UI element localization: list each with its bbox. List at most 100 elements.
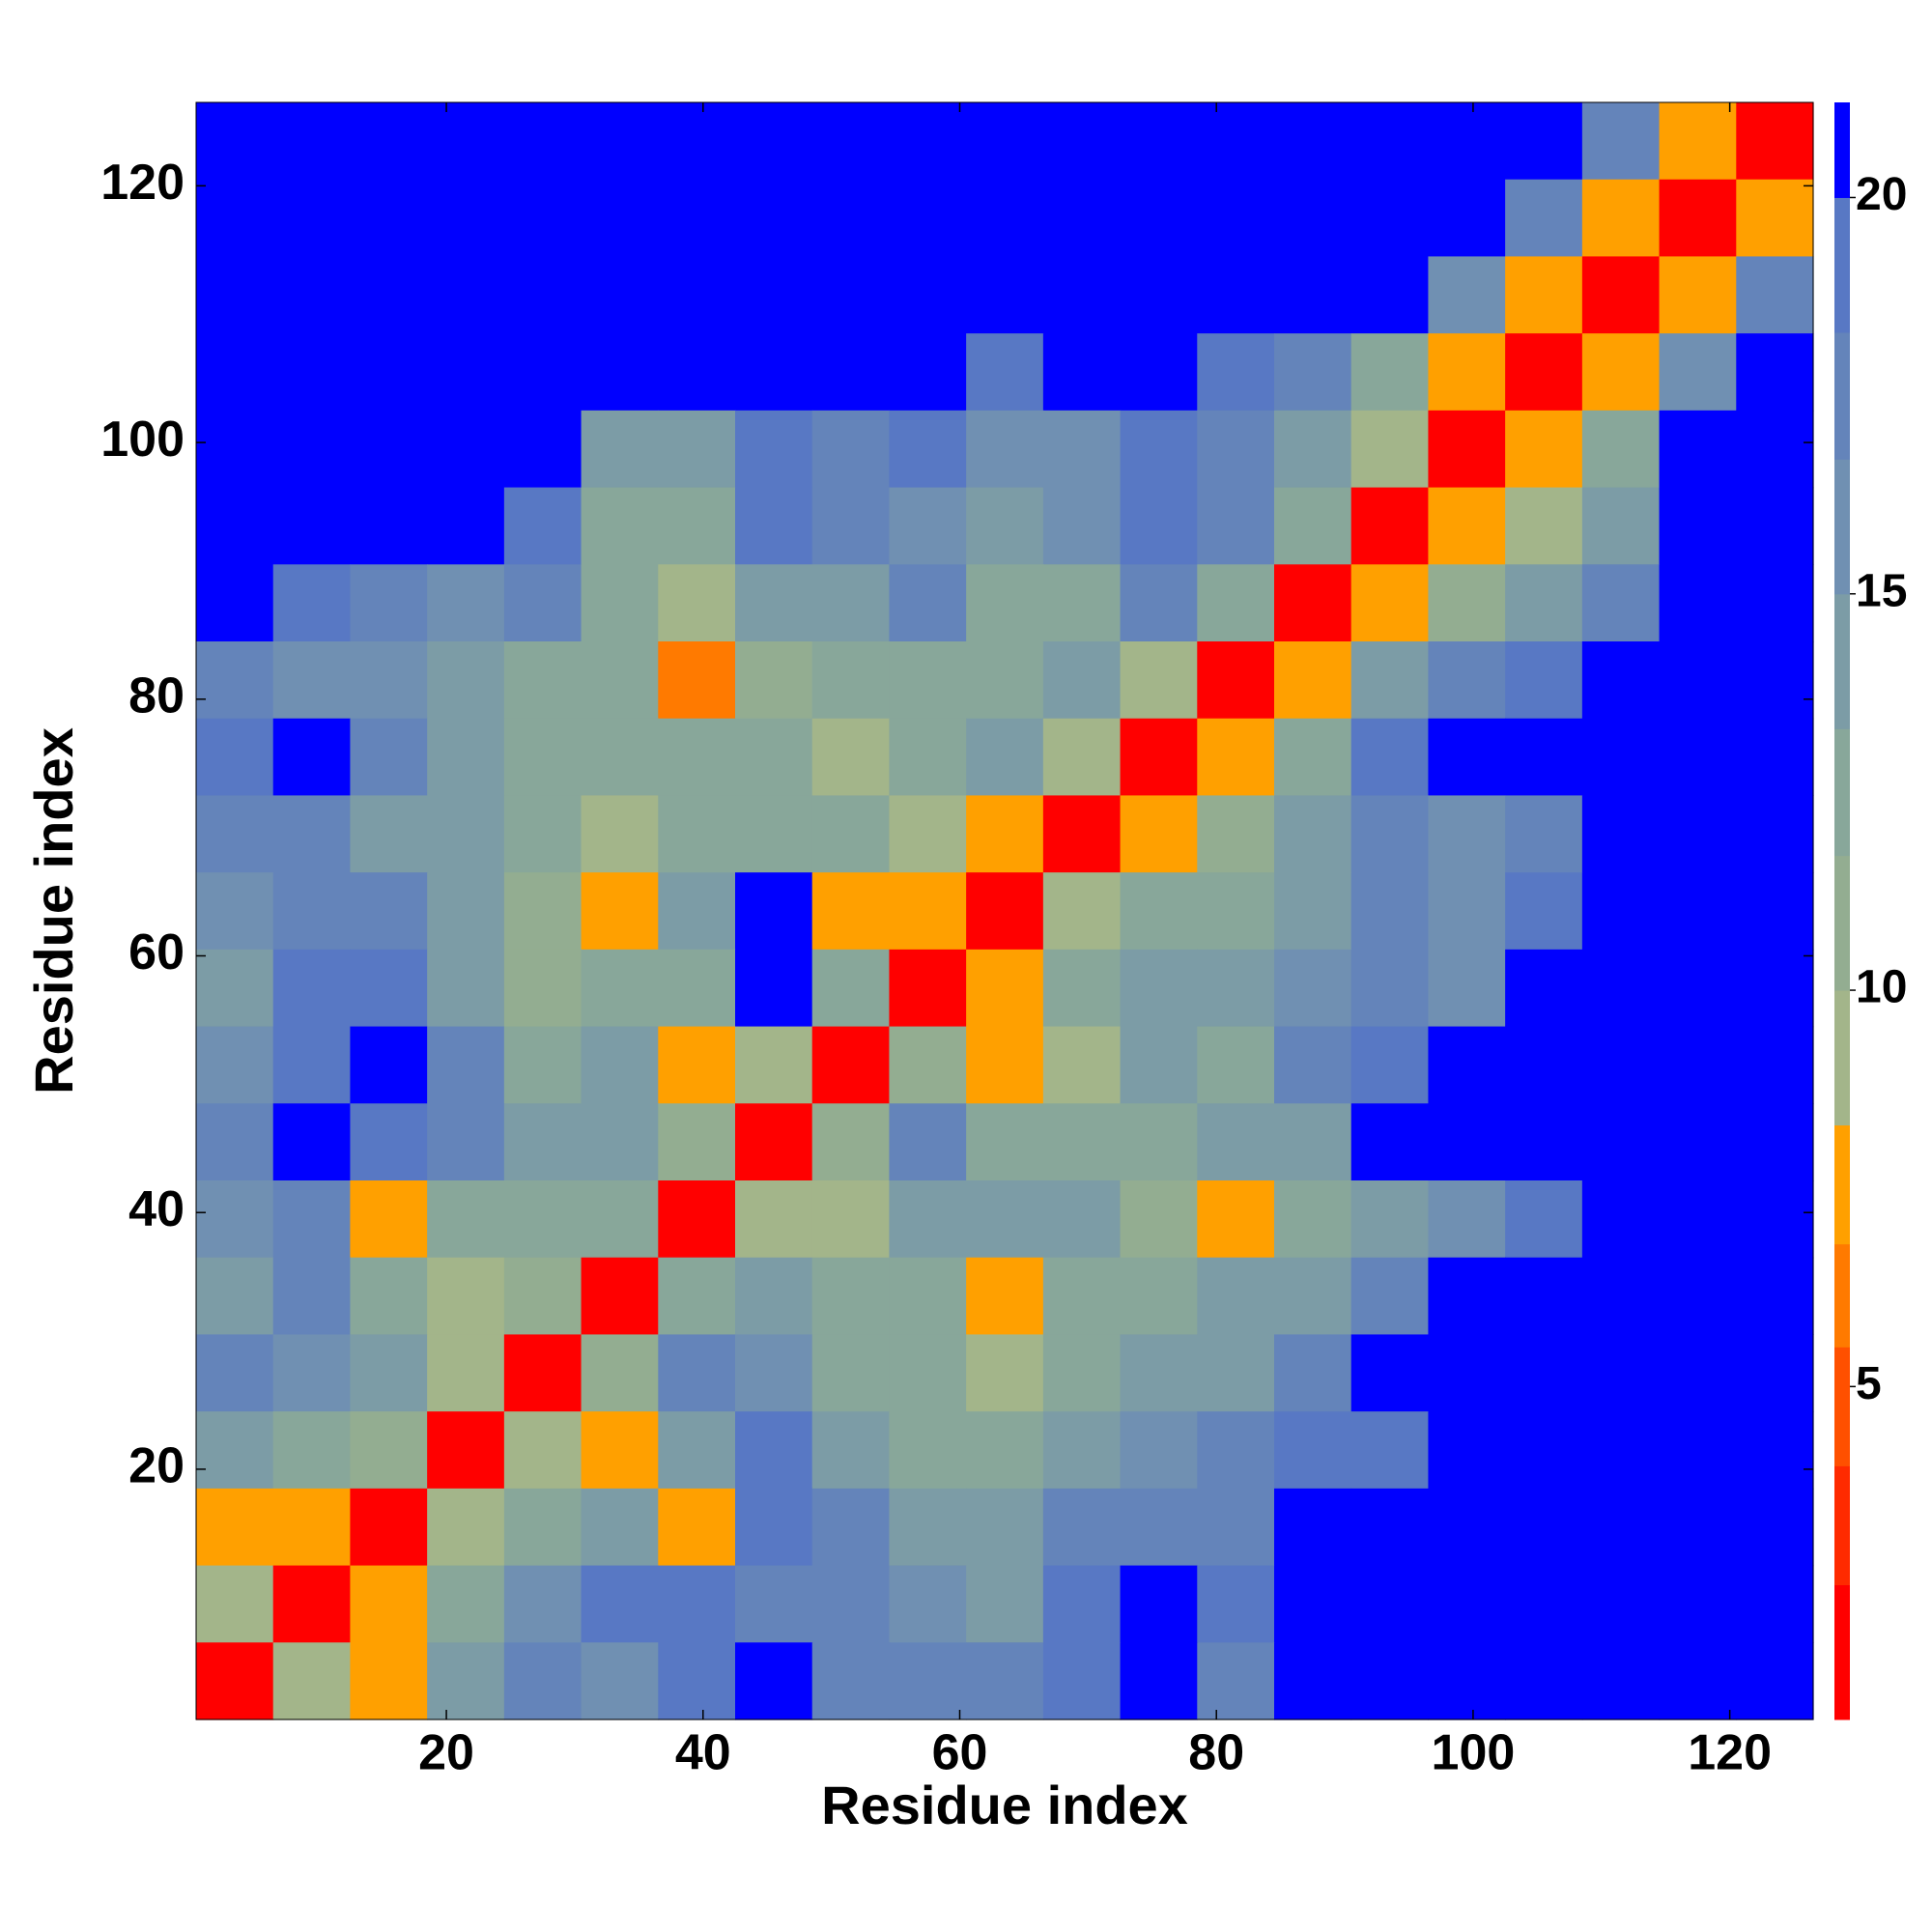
heatmap-cell: [196, 1257, 274, 1336]
heatmap-cell: [658, 256, 736, 334]
heatmap-cell: [1659, 179, 1737, 258]
heatmap-cell: [1350, 1257, 1430, 1336]
heatmap-cell: [1428, 872, 1506, 951]
heatmap-cell: [503, 1488, 582, 1567]
heatmap-cell: [503, 410, 582, 489]
heatmap-cell: [811, 1026, 891, 1104]
heatmap-cell: [966, 1180, 1044, 1259]
heatmap-cell: [1197, 1334, 1275, 1412]
heatmap-cell: [1042, 1334, 1122, 1412]
heatmap-cell: [272, 410, 352, 489]
heatmap-cell: [1581, 1026, 1661, 1104]
heatmap-cell: [1736, 256, 1814, 334]
colorbar-band: [1834, 331, 1850, 460]
heatmap-cell: [503, 1026, 582, 1104]
heatmap-cell: [1736, 1257, 1814, 1336]
heatmap-cell: [503, 949, 582, 1028]
heatmap-cell: [966, 1103, 1044, 1181]
heatmap-cell: [1736, 1565, 1814, 1643]
heatmap-cell: [427, 1565, 505, 1643]
heatmap-cell: [427, 1642, 505, 1720]
heatmap-cell: [581, 179, 659, 258]
heatmap-cell: [1428, 256, 1506, 334]
heatmap-cell: [735, 1488, 813, 1567]
x-tick-label: 100: [1432, 1725, 1516, 1781]
heatmap-cell: [1581, 1488, 1661, 1567]
heatmap-cell: [503, 1334, 582, 1412]
heatmap-cell: [581, 1642, 659, 1720]
heatmap-cell: [581, 949, 659, 1028]
heatmap-cell: [427, 179, 505, 258]
heatmap-cell: [1197, 333, 1275, 412]
heatmap-cell: [1350, 102, 1430, 181]
heatmap-cell: [272, 333, 352, 412]
heatmap-cell: [889, 1257, 967, 1336]
heatmap-cell: [735, 1026, 813, 1104]
heatmap-cell: [735, 333, 813, 412]
heatmap-cell: [503, 487, 582, 565]
heatmap-cell: [1505, 1103, 1583, 1181]
heatmap-cell: [196, 410, 274, 489]
heatmap-cell: [735, 564, 813, 642]
heatmap-cell: [503, 641, 582, 720]
heatmap-cell: [272, 1565, 352, 1643]
heatmap-cell: [1350, 256, 1430, 334]
heatmap-cell: [1274, 564, 1352, 642]
colorbar: 5 10 15 20: [1834, 102, 1907, 1720]
heatmap-cell: [811, 1257, 891, 1336]
heatmap-cell: [1505, 487, 1583, 565]
heatmap-cell: [1736, 333, 1814, 412]
heatmap-cell: [1736, 487, 1814, 565]
heatmap-cell: [1505, 949, 1583, 1028]
heatmap-cell: [272, 1103, 352, 1181]
heatmap-cell: [1350, 641, 1430, 720]
x-tick-label: 120: [1688, 1725, 1772, 1781]
heatmap-cell: [658, 102, 736, 181]
heatmap-cell: [581, 333, 659, 412]
heatmap-cell: [1120, 641, 1198, 720]
heatmap-cell: [503, 256, 582, 334]
heatmap-cell: [889, 102, 967, 181]
heatmap-cell: [1350, 1411, 1430, 1490]
heatmap-cell: [735, 1411, 813, 1490]
x-tick-label: 40: [675, 1725, 731, 1781]
heatmap-cell: [735, 1257, 813, 1336]
heatmap-cell: [581, 102, 659, 181]
heatmap-cell: [1120, 1565, 1198, 1643]
heatmap-cell: [581, 564, 659, 642]
heatmap-cell: [1120, 718, 1198, 797]
heatmap-cell: [889, 1565, 967, 1643]
heatmap-cell: [581, 1180, 659, 1259]
heatmap-cell: [427, 1026, 505, 1104]
heatmap-cell: [1659, 795, 1737, 873]
heatmap-cell: [658, 1411, 736, 1490]
y-tick-label: 120: [100, 155, 185, 211]
heatmap-cell: [811, 256, 891, 334]
heatmap-cell: [196, 1334, 274, 1412]
heatmap-cell: [658, 1488, 736, 1567]
heatmap-cell: [811, 333, 891, 412]
heatmap-cell: [1350, 1565, 1430, 1643]
heatmap-cell: [889, 256, 967, 334]
heatmap-cell: [1505, 1026, 1583, 1104]
heatmap-cell: [1659, 1488, 1737, 1567]
heatmap-cell: [1197, 102, 1275, 181]
colorbar-band: [1834, 1465, 1850, 1585]
heatmap-cell: [1581, 949, 1661, 1028]
heatmap-cell: [1197, 1642, 1275, 1720]
heatmap-cell: [889, 1180, 967, 1259]
heatmap-cell: [196, 795, 274, 873]
heatmap-cell: [1736, 179, 1814, 258]
heatmap-cell: [1042, 872, 1122, 951]
heatmap-cell: [350, 179, 428, 258]
heatmap-cell: [581, 410, 659, 489]
heatmap-cell: [272, 1642, 352, 1720]
heatmap-cell: [1120, 1026, 1198, 1104]
heatmap-cell: [889, 949, 967, 1028]
heatmap-cell: [350, 102, 428, 181]
heatmap-cell: [1042, 1642, 1122, 1720]
heatmap-cell: [1505, 102, 1583, 181]
axes: 20 40 60 80 100 120 20 40 60 80 100 120: [100, 101, 1814, 1781]
heatmap-cell: [1736, 1103, 1814, 1181]
